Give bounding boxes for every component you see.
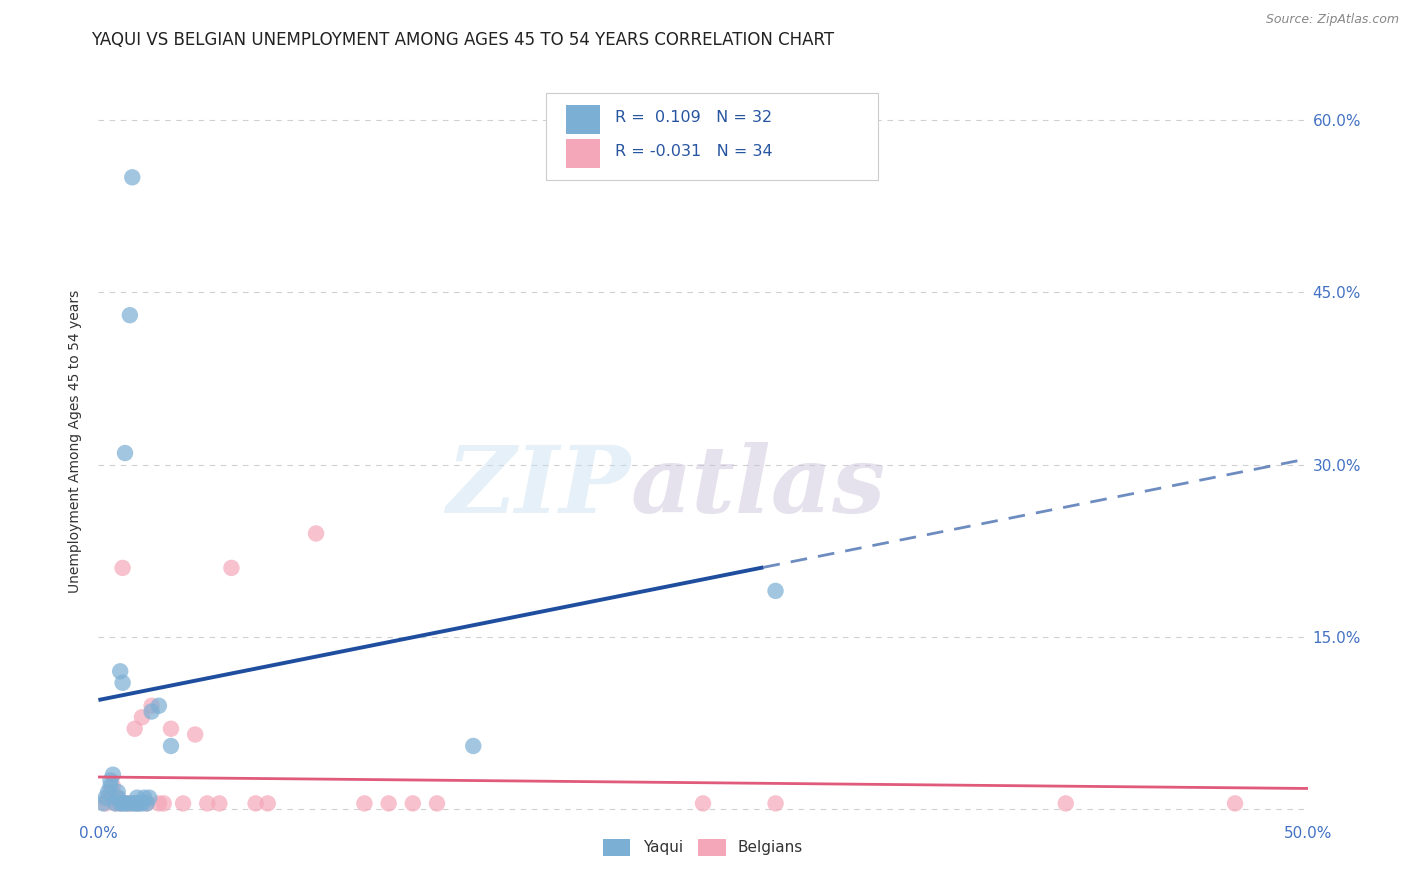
Point bbox=[114, 446, 136, 460]
Text: ZIP: ZIP bbox=[446, 442, 630, 532]
Point bbox=[160, 739, 183, 753]
Point bbox=[208, 797, 231, 811]
Point bbox=[131, 797, 153, 811]
Point bbox=[463, 739, 485, 753]
Point bbox=[184, 727, 207, 741]
Point bbox=[118, 308, 141, 322]
Point bbox=[160, 722, 183, 736]
Point bbox=[121, 797, 143, 811]
Point bbox=[114, 797, 136, 811]
Point bbox=[135, 797, 157, 811]
Point bbox=[245, 797, 267, 811]
Point bbox=[135, 797, 157, 811]
Point bbox=[127, 790, 149, 805]
Point bbox=[765, 797, 787, 811]
Point bbox=[148, 797, 170, 811]
Point bbox=[765, 583, 787, 598]
Point bbox=[97, 790, 120, 805]
Point bbox=[111, 797, 134, 811]
Point bbox=[94, 790, 117, 805]
Point bbox=[97, 785, 120, 799]
Point bbox=[100, 779, 122, 793]
Point bbox=[108, 797, 131, 811]
Point bbox=[195, 797, 218, 811]
Point bbox=[104, 797, 127, 811]
Point bbox=[377, 797, 399, 811]
Point bbox=[141, 698, 163, 713]
Point bbox=[111, 561, 134, 575]
Text: R =  0.109   N = 32: R = 0.109 N = 32 bbox=[614, 111, 772, 125]
Point bbox=[134, 790, 156, 805]
Legend: Yaqui, Belgians: Yaqui, Belgians bbox=[596, 832, 810, 863]
Text: R = -0.031   N = 34: R = -0.031 N = 34 bbox=[614, 145, 772, 160]
Point bbox=[1223, 797, 1246, 811]
Point bbox=[108, 665, 131, 679]
Point bbox=[108, 797, 131, 811]
Point bbox=[101, 767, 124, 781]
Point bbox=[124, 722, 146, 736]
Point bbox=[100, 785, 122, 799]
Point bbox=[117, 797, 139, 811]
Point bbox=[1054, 797, 1077, 811]
Point bbox=[107, 790, 129, 805]
Point bbox=[94, 797, 117, 811]
Point bbox=[107, 785, 129, 799]
Point bbox=[305, 526, 328, 541]
Text: atlas: atlas bbox=[630, 442, 886, 532]
Point bbox=[128, 797, 150, 811]
Point bbox=[104, 797, 127, 811]
Point bbox=[121, 170, 143, 185]
Point bbox=[148, 698, 170, 713]
Point bbox=[172, 797, 194, 811]
Point bbox=[124, 797, 146, 811]
Point bbox=[426, 797, 449, 811]
Point bbox=[107, 790, 129, 805]
FancyBboxPatch shape bbox=[546, 93, 879, 180]
Text: YAQUI VS BELGIAN UNEMPLOYMENT AMONG AGES 45 TO 54 YEARS CORRELATION CHART: YAQUI VS BELGIAN UNEMPLOYMENT AMONG AGES… bbox=[91, 31, 835, 49]
Point bbox=[152, 797, 174, 811]
Point bbox=[138, 790, 160, 805]
Point bbox=[101, 779, 124, 793]
Point bbox=[402, 797, 425, 811]
Text: Source: ZipAtlas.com: Source: ZipAtlas.com bbox=[1265, 13, 1399, 27]
Point bbox=[692, 797, 714, 811]
Point bbox=[118, 797, 141, 811]
Point bbox=[100, 773, 122, 788]
Y-axis label: Unemployment Among Ages 45 to 54 years: Unemployment Among Ages 45 to 54 years bbox=[69, 290, 83, 593]
Point bbox=[141, 705, 163, 719]
Bar bbox=[567, 105, 600, 134]
Point bbox=[127, 797, 149, 811]
Point bbox=[221, 561, 243, 575]
Point bbox=[127, 797, 149, 811]
Point bbox=[131, 710, 153, 724]
Point bbox=[256, 797, 278, 811]
Point bbox=[117, 797, 139, 811]
Point bbox=[111, 675, 134, 690]
Point bbox=[91, 797, 114, 811]
Point bbox=[353, 797, 375, 811]
Bar bbox=[567, 139, 600, 168]
